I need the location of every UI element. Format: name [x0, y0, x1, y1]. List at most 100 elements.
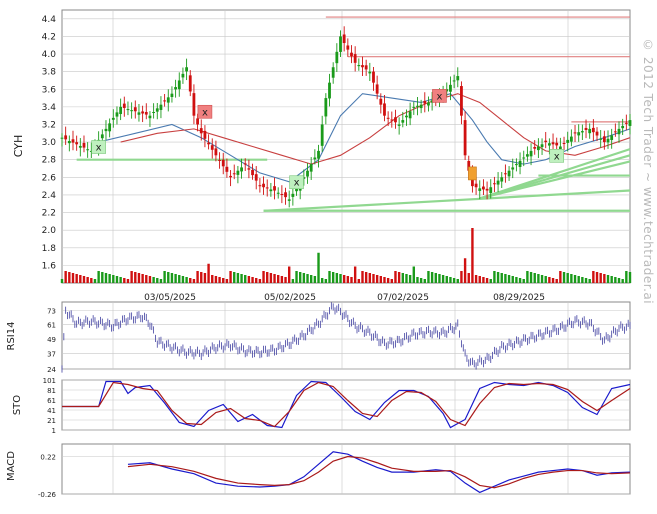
sto-d-line — [62, 381, 631, 428]
volume-bar — [247, 276, 251, 283]
candle-body — [166, 97, 170, 103]
volume-bar — [460, 271, 463, 283]
candle-body — [379, 98, 383, 105]
candle-body — [507, 170, 511, 177]
volume-bar — [126, 279, 130, 283]
candle-body — [489, 187, 493, 193]
volume-bar — [145, 275, 148, 283]
candle-body — [525, 154, 529, 157]
volume-bar — [112, 275, 115, 283]
candle-body — [210, 145, 214, 150]
y-tick-label: 61 — [47, 397, 56, 405]
volume-bar — [496, 272, 500, 283]
volume-bar — [548, 277, 551, 283]
candle-body — [309, 164, 313, 172]
y-tick-label: 3.2 — [42, 120, 56, 130]
candle-body — [78, 145, 82, 148]
volume-bar — [474, 275, 478, 283]
candle-body — [100, 134, 104, 139]
y-tick-label: 73 — [47, 307, 56, 315]
volume-bar — [342, 275, 346, 283]
candle-body — [569, 136, 573, 142]
volume-bar — [68, 272, 71, 283]
volume-bar — [313, 276, 317, 283]
volume-bar — [174, 274, 177, 283]
volume-bar — [262, 271, 265, 283]
y-tick-label: 1.6 — [42, 261, 57, 271]
y-tick-label: 3.6 — [42, 85, 57, 95]
macd-line — [127, 451, 631, 494]
x-tick-label: 03/05/2025 — [144, 293, 196, 303]
volume-bar — [617, 278, 621, 283]
volume-bar — [255, 278, 258, 283]
volume-bar — [189, 278, 192, 283]
volume-bar — [288, 266, 291, 283]
volume-bar — [456, 279, 459, 283]
candle-body — [430, 100, 434, 103]
volume-bar — [504, 274, 507, 283]
candle-body — [144, 111, 148, 115]
volume-bar — [269, 273, 273, 283]
y-tick-label: 3.0 — [42, 138, 57, 148]
volume-bar — [244, 275, 247, 283]
candle-body — [163, 100, 167, 102]
y-tick-label: 81 — [47, 387, 56, 395]
candle-body — [302, 177, 306, 179]
volume-bar — [339, 274, 342, 283]
volume-bar — [419, 278, 423, 283]
candle-body — [478, 188, 482, 191]
candle-body — [126, 109, 130, 111]
candle-body — [496, 180, 500, 185]
ma-slow-line — [120, 93, 631, 165]
panel-frame — [61, 9, 631, 284]
candle-body — [317, 150, 320, 159]
volume-bar — [317, 252, 320, 283]
volume-bar — [526, 271, 529, 283]
candle-body — [419, 104, 423, 109]
candle-body — [335, 51, 339, 64]
candle-body — [339, 36, 342, 52]
y-tick-label: 37 — [47, 350, 56, 358]
volume-bar — [306, 274, 309, 283]
volume-bar — [628, 272, 632, 283]
y-tick-label: 4.0 — [42, 50, 57, 60]
volume-bar — [599, 273, 602, 283]
candle-body — [610, 135, 614, 141]
candle-body — [456, 76, 460, 81]
volume-bar — [511, 276, 514, 283]
volume-bar — [551, 278, 555, 283]
macd-signal-line — [127, 455, 631, 489]
volume-bar — [577, 276, 580, 283]
volume-bar — [200, 272, 203, 283]
volume-bar — [163, 271, 166, 283]
volume-bar — [379, 276, 383, 283]
candle-body — [141, 111, 145, 114]
signal-marker — [549, 149, 565, 163]
volume-bar — [86, 277, 89, 283]
candle-body — [372, 71, 375, 83]
volume-bar — [537, 274, 540, 283]
candle-body — [64, 135, 68, 140]
y-tick-label: 2.4 — [42, 191, 57, 201]
volume-bar — [60, 279, 64, 283]
y-tick-label: 49 — [47, 336, 56, 344]
volume-bar — [489, 279, 492, 283]
volume-bar — [423, 279, 426, 283]
candle-body — [482, 186, 485, 190]
volume-bar — [394, 271, 397, 283]
support-line — [263, 189, 631, 212]
volume-bar — [386, 278, 390, 283]
y-tick-label: 4.2 — [42, 32, 56, 42]
volume-bar — [540, 275, 544, 283]
signal-marker-label: x — [294, 178, 300, 189]
candle-body — [518, 160, 522, 167]
candle-body — [558, 146, 562, 150]
candle-body — [177, 80, 181, 90]
candle-body — [573, 132, 577, 134]
candle-body — [416, 105, 419, 107]
candle-body — [408, 111, 412, 119]
candle-body — [617, 128, 621, 135]
candle-body — [357, 65, 361, 67]
candle-body — [350, 52, 353, 57]
y-axis-label: CYH — [12, 135, 25, 157]
